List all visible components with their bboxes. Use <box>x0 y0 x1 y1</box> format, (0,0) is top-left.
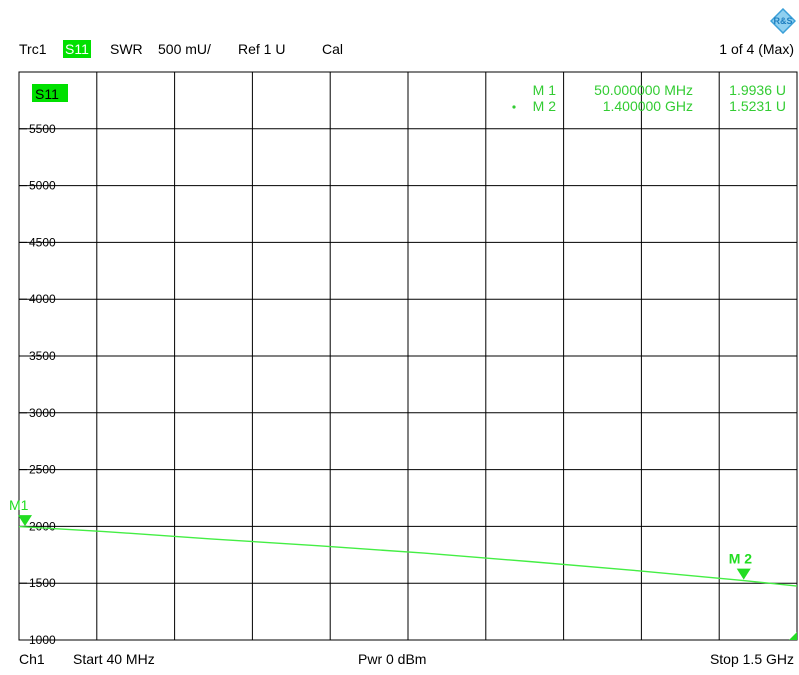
series <box>18 525 798 640</box>
marker-readout-freq: 1.400000 GHz <box>603 98 693 114</box>
marker-label[interactable]: M 2 <box>729 551 753 567</box>
rohde-schwarz-logo-icon: R&S <box>770 8 796 34</box>
swr-trace-line <box>18 525 798 587</box>
marker-readout: M 1 50.000000 MHz 1.9936 U M 2 1.400000 GHz 1… <box>512 82 786 114</box>
marker-readout-freq: 50.000000 MHz <box>594 82 693 98</box>
y-tick-label: 2500 <box>29 463 56 477</box>
y-tick-label: 3000 <box>29 406 56 420</box>
active-marker-dot <box>512 105 516 109</box>
marker-readout-value: 1.9936 U <box>729 82 786 98</box>
y-tick-label: 4000 <box>29 292 56 306</box>
page-indicator: 1 of 4 (Max) <box>719 41 794 57</box>
y-tick-label: 2000 <box>29 519 56 533</box>
grid <box>18 71 798 641</box>
marker-triangle-icon[interactable] <box>18 515 32 527</box>
y-tick-label: 5500 <box>29 122 56 136</box>
trace-name[interactable]: Trc1 <box>19 41 47 57</box>
svg-text:R&S: R&S <box>773 16 792 26</box>
cal-status[interactable]: Cal <box>322 41 344 57</box>
marker-triangle-icon[interactable] <box>736 568 751 580</box>
start-frequency[interactable]: Start 40 MHz <box>73 651 155 667</box>
trace-end-arrow <box>789 632 797 640</box>
trace-label-box <box>32 84 68 102</box>
y-tick-label: 1000 <box>29 633 56 647</box>
marker-readout-label: M 2 <box>533 98 557 114</box>
power-level[interactable]: Pwr 0 dBm <box>358 651 427 667</box>
channel-label[interactable]: Ch1 <box>19 651 45 667</box>
marker-readout-label: M 1 <box>533 82 557 98</box>
y-tick-label: 5000 <box>29 179 56 193</box>
y-ticks: 1000 1500 2000 2500 3000 3500 4000 4500 5000 5500 <box>19 122 56 647</box>
markers: M1 M 2 <box>9 497 753 580</box>
stop-frequency[interactable]: Stop 1.5 GHz <box>709 651 794 667</box>
trace-ref[interactable]: Ref 1 U <box>238 41 286 57</box>
trace-format[interactable]: SWR <box>110 41 143 57</box>
trace-label: S11 <box>35 86 59 102</box>
y-tick-label: 3500 <box>29 349 56 363</box>
trace-param-badge[interactable]: S11 <box>63 40 91 58</box>
marker-readout-value: 1.5231 U <box>729 98 786 114</box>
y-tick-label: 1500 <box>29 576 56 590</box>
y-tick-label: 4500 <box>29 235 56 249</box>
marker-label[interactable]: M1 <box>9 497 29 513</box>
trace-scale[interactable]: 500 mU/ <box>158 41 211 57</box>
